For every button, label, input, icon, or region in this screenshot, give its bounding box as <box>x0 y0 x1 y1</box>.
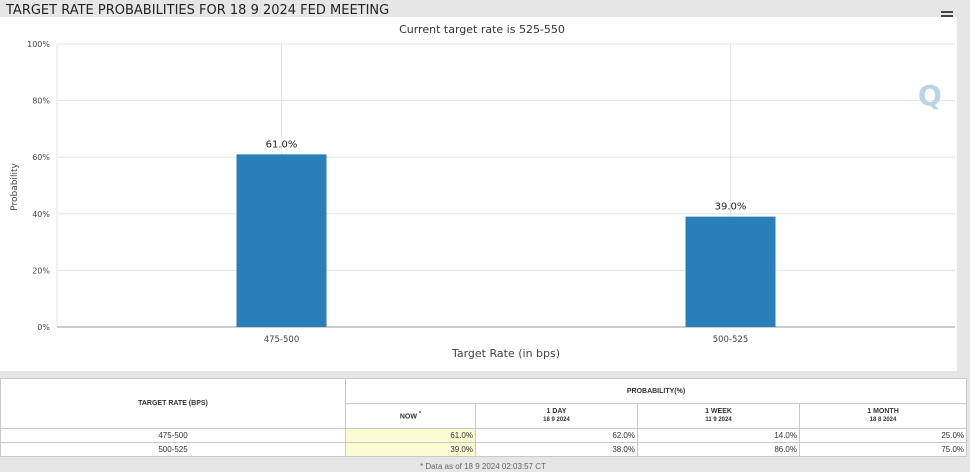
col-1month-date: 18 8 2024 <box>869 417 897 423</box>
rate-cell: 500-525 <box>0 442 346 457</box>
table-row: 500-525 39.0% 38.0% 86.0% 75.0% <box>0 442 968 457</box>
probability-table-wrap: TARGET RATE (BPS) PROBABILITY(%) NOW * 1… <box>0 378 968 457</box>
bar-value-label: 61.0% <box>266 139 298 150</box>
col-1month-header: 1 MONTH 18 8 2024 <box>798 403 968 429</box>
probability-header: PROBABILITY(%) <box>344 378 968 404</box>
x-category-labels: 475-500 500-525 <box>264 335 749 345</box>
y-tick-label: 100% <box>27 40 50 49</box>
y-tick-label: 80% <box>32 97 50 106</box>
bar-500-525 <box>685 216 776 327</box>
col-1week-label: 1 WEEK <box>705 408 732 415</box>
col-1day-header: 1 DAY 18 9 2024 <box>475 403 638 429</box>
month-cell: 75.0% <box>798 442 968 457</box>
col-now-header: NOW * <box>345 403 476 429</box>
chart-panel: Current target rate is 525-550 0% 20% 40% 6… <box>0 17 957 371</box>
day-cell: 62.0% <box>475 428 638 443</box>
month-cell: 25.0% <box>798 428 968 443</box>
col-1week-header: 1 WEEK 11 9 2024 <box>637 403 800 429</box>
col-now-sup: * <box>418 411 422 418</box>
page-title: TARGET RATE PROBABILITIES FOR 18 9 2024 … <box>6 3 390 18</box>
rate-cell: 475-500 <box>0 428 346 443</box>
bar-chart: Current target rate is 525-550 0% 20% 40% 6… <box>10 23 955 360</box>
y-tick-label: 60% <box>32 153 50 162</box>
col-1day-label: 1 DAY <box>546 408 567 415</box>
y-tick-label: 0% <box>37 323 50 332</box>
now-cell: 39.0% <box>345 442 476 457</box>
bar-475-500 <box>236 154 327 327</box>
col-1day-date: 18 9 2024 <box>543 417 570 423</box>
data-timestamp-note: * Data as of 18 9 2024 02:03:57 CT <box>420 462 546 471</box>
col-1week-date: 11 9 2024 <box>705 417 732 423</box>
col-now-label: NOW <box>399 413 417 421</box>
now-cell: 61.0% <box>345 428 476 443</box>
week-cell: 14.0% <box>637 428 800 443</box>
target-rate-header: TARGET RATE (BPS) <box>0 378 346 429</box>
y-axis-label: Probability <box>10 163 20 211</box>
week-cell: 86.0% <box>637 442 800 457</box>
bar-value-label: 39.0% <box>715 202 747 213</box>
x-axis-label: Target Rate (in bps) <box>451 347 560 360</box>
grid-lines <box>56 43 955 328</box>
y-tick-label: 20% <box>32 266 50 275</box>
table-row: 475-500 61.0% 62.0% 14.0% 25.0% <box>0 428 968 443</box>
y-tick-label: 40% <box>32 210 50 219</box>
probability-table: TARGET RATE (BPS) PROBABILITY(%) NOW * 1… <box>0 378 968 457</box>
bars: 61.0% 39.0% <box>236 139 776 327</box>
y-tick-labels: 0% 20% 40% 60% 80% 100% <box>27 40 50 332</box>
chart-subtitle: Current target rate is 525-550 <box>399 23 565 36</box>
q-logo: Q <box>918 79 942 112</box>
x-tick-label: 500-525 <box>713 335 749 345</box>
x-tick-label: 475-500 <box>264 335 300 345</box>
col-1month-label: 1 MONTH <box>867 408 899 415</box>
day-cell: 38.0% <box>475 442 638 457</box>
